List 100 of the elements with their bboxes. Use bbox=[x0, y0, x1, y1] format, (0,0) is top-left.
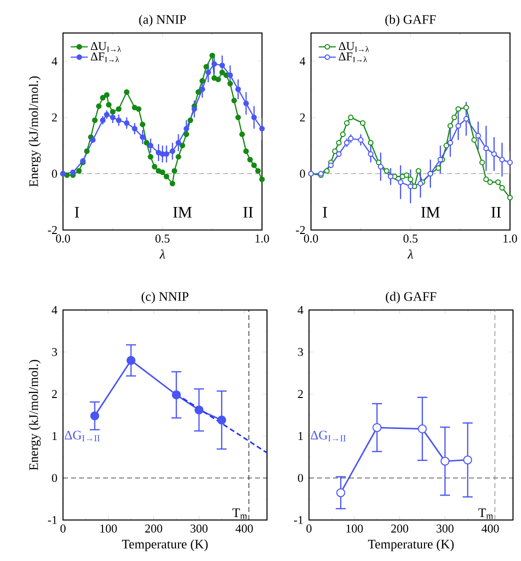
point bbox=[219, 70, 225, 76]
point bbox=[448, 123, 454, 129]
point bbox=[235, 86, 241, 92]
point bbox=[227, 72, 233, 78]
point bbox=[205, 70, 212, 76]
point bbox=[487, 179, 493, 185]
y-tick-label: 3 bbox=[298, 348, 304, 356]
point bbox=[463, 116, 470, 122]
y-axis-title: Energy (kJ/mol/mol.) bbox=[28, 360, 41, 470]
y-tick-label: 4 bbox=[300, 57, 306, 66]
point bbox=[495, 179, 501, 185]
point bbox=[507, 160, 513, 166]
point bbox=[76, 168, 82, 174]
point bbox=[463, 104, 470, 110]
point bbox=[116, 117, 122, 124]
point bbox=[418, 424, 427, 434]
y-tick-label: 0 bbox=[52, 170, 58, 178]
x-tick-label: 0 bbox=[60, 524, 66, 533]
point bbox=[132, 126, 138, 132]
x-tick-label: 1.0 bbox=[256, 234, 270, 243]
point bbox=[416, 168, 422, 174]
point bbox=[507, 194, 513, 200]
point bbox=[243, 148, 249, 154]
point bbox=[436, 165, 442, 171]
y-tick-label: 4 bbox=[52, 306, 58, 314]
x-axis-title: Temperature (K) bbox=[122, 539, 208, 552]
point bbox=[100, 94, 106, 101]
y-tick-label: 2 bbox=[298, 390, 303, 398]
point bbox=[243, 100, 249, 106]
legend-label: ΔU$_{I→λ}$ bbox=[90, 42, 122, 52]
point bbox=[70, 170, 76, 176]
point bbox=[408, 176, 414, 182]
point bbox=[479, 160, 485, 166]
y-tick-label: -2 bbox=[48, 226, 57, 234]
point bbox=[96, 103, 102, 109]
point bbox=[148, 154, 154, 160]
y-tick-label: 1 bbox=[298, 432, 303, 440]
point bbox=[194, 405, 204, 414]
point bbox=[358, 137, 364, 143]
point bbox=[491, 151, 497, 157]
x-axis-title: Temperature (K) bbox=[368, 539, 454, 552]
point bbox=[140, 122, 146, 128]
point bbox=[440, 456, 450, 466]
point bbox=[92, 117, 98, 124]
point bbox=[251, 162, 257, 168]
point bbox=[90, 137, 96, 143]
x-tick-label: 200 bbox=[145, 524, 162, 533]
x-axis-title: λ bbox=[407, 249, 413, 259]
series-label: ΔG$_{I→II}$ bbox=[64, 430, 100, 442]
point bbox=[404, 172, 410, 178]
point bbox=[483, 176, 489, 182]
point bbox=[172, 168, 178, 174]
point bbox=[251, 114, 257, 120]
point bbox=[324, 168, 330, 174]
point bbox=[231, 98, 237, 104]
point bbox=[398, 179, 404, 185]
point bbox=[336, 488, 346, 498]
y-tick-label: 1 bbox=[52, 432, 57, 440]
legend-label: ΔU$_{I→λ}$ bbox=[338, 42, 370, 52]
point bbox=[180, 142, 186, 148]
point bbox=[126, 356, 136, 365]
point bbox=[378, 164, 384, 170]
y-tick-label: 4 bbox=[298, 306, 304, 314]
point bbox=[170, 148, 176, 154]
point bbox=[239, 132, 245, 138]
point bbox=[471, 137, 477, 143]
annotation: II bbox=[243, 207, 253, 218]
annotation: IM bbox=[421, 207, 440, 218]
y-tick-label: -2 bbox=[296, 226, 305, 234]
point bbox=[84, 148, 90, 154]
point bbox=[176, 140, 182, 146]
y-tick-label: 2 bbox=[52, 113, 57, 122]
point bbox=[196, 89, 202, 95]
point bbox=[136, 106, 142, 112]
x-tick-label: 0.5 bbox=[155, 234, 170, 243]
point bbox=[90, 411, 100, 420]
point bbox=[475, 132, 481, 139]
legend-label: ΔF$_{I→λ}$ bbox=[338, 52, 368, 62]
point bbox=[192, 106, 198, 112]
x-tick-label: 0.5 bbox=[403, 234, 418, 243]
point bbox=[483, 146, 489, 152]
chart-title: (c) NNIP bbox=[142, 292, 188, 304]
x-tick-label: 100 bbox=[100, 524, 117, 533]
point bbox=[203, 64, 210, 70]
point bbox=[148, 142, 154, 148]
point bbox=[451, 114, 458, 120]
point bbox=[152, 164, 158, 170]
y-tick-label: 0 bbox=[298, 474, 304, 482]
point bbox=[448, 140, 454, 146]
y-tick-label: 0 bbox=[52, 474, 58, 482]
point bbox=[328, 162, 334, 168]
point bbox=[368, 151, 374, 157]
x-tick-label: 300 bbox=[190, 524, 208, 533]
y-tick-label: 4 bbox=[52, 57, 58, 66]
series-label: ΔG$_{I→II}$ bbox=[310, 430, 346, 442]
point bbox=[124, 120, 130, 126]
point bbox=[336, 140, 342, 146]
point bbox=[235, 114, 241, 120]
point bbox=[184, 126, 190, 132]
point bbox=[499, 184, 505, 191]
